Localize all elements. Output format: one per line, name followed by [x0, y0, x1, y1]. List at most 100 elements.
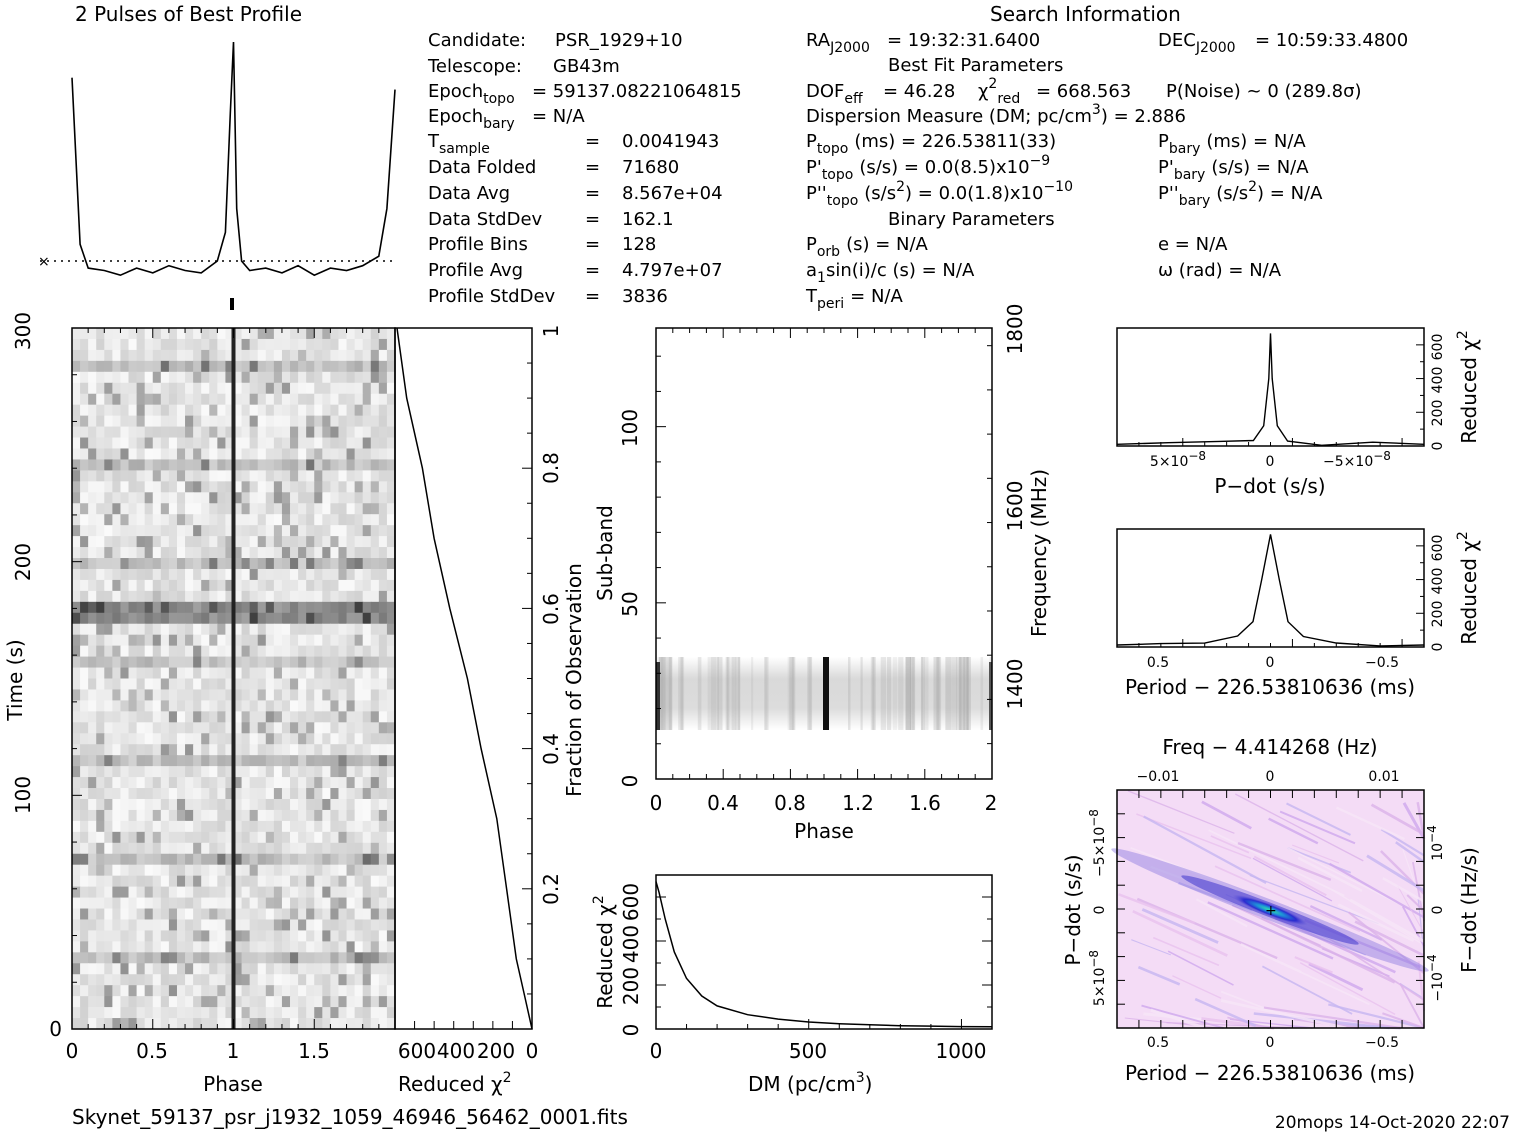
- time-phase-cell: [80, 547, 89, 559]
- time-phase-cell: [386, 415, 396, 428]
- time-phase-cell: [241, 634, 251, 647]
- time-phase-cell: [144, 404, 154, 417]
- time-phase-cell: [80, 1007, 89, 1019]
- map-streak: [1399, 983, 1425, 1029]
- time-phase-cell: [112, 875, 122, 888]
- time-phase-cell: [330, 930, 340, 942]
- time-phase-cell: [112, 667, 122, 680]
- time-phase-cell: [136, 985, 146, 997]
- time-phase-cell: [346, 338, 356, 351]
- time-phase-cell: [378, 601, 388, 614]
- time-phase-cell: [314, 689, 323, 701]
- time-phase-cell: [144, 678, 154, 691]
- phase2-tick-04: 0.4: [707, 791, 739, 815]
- time-phase-cell: [104, 985, 113, 997]
- time-phase-cell: [314, 809, 323, 822]
- time-phase-cell: [225, 755, 235, 767]
- time-phase-cell: [354, 974, 364, 986]
- time-phase-cell: [80, 820, 89, 833]
- time-phase-cell: [241, 678, 251, 691]
- time-phase-cell: [96, 908, 105, 921]
- time-phase-cell: [128, 766, 138, 778]
- time-phase-cell: [160, 393, 170, 406]
- time-phase-cell: [386, 612, 396, 625]
- time-phase-cell: [346, 536, 356, 548]
- time-phase-cell: [273, 371, 283, 384]
- time-phase-cell: [160, 481, 170, 493]
- time-phase-cell: [80, 360, 89, 373]
- time-phase-cell: [72, 470, 81, 482]
- time-phase-cell: [72, 930, 81, 942]
- time-phase-cell: [257, 623, 267, 636]
- subband-pulse-left: [656, 662, 660, 730]
- time-phase-cell: [209, 492, 218, 504]
- time-phase-cell: [80, 568, 89, 581]
- time-phase-cell: [265, 623, 275, 636]
- time-phase-cell: [290, 952, 299, 964]
- time-phase-cell: [386, 470, 396, 482]
- time-phase-cell: [241, 744, 251, 756]
- time-phase-cell: [201, 1007, 210, 1019]
- time-phase-cell: [338, 766, 348, 778]
- time-phase-cell: [370, 941, 380, 953]
- time-phase-cell: [346, 842, 356, 855]
- time-phase-pulse: [231, 328, 236, 1029]
- time-phase-cell: [176, 820, 186, 833]
- time-phase-cell: [330, 503, 340, 515]
- time-phase-cell: [225, 656, 235, 669]
- time-phase-cell: [257, 426, 267, 439]
- time-phase-cell: [249, 678, 259, 691]
- time-phase-cell: [273, 766, 283, 778]
- time-phase-cell: [217, 579, 227, 592]
- time-phase-cell: [120, 590, 130, 603]
- time-phase-cell: [80, 919, 89, 932]
- subband-stripes: [657, 657, 992, 730]
- time-phase-cell: [128, 678, 138, 691]
- time-phase-cell: [144, 415, 154, 428]
- time-phase-cell: [314, 722, 323, 734]
- time-phase-cell: [314, 919, 323, 932]
- time-phase-cell: [136, 547, 146, 559]
- time-phase-cell: [322, 974, 331, 986]
- time-phase-cell: [152, 809, 162, 822]
- time-phase-cell: [168, 645, 178, 658]
- time-phase-cell: [185, 437, 194, 450]
- time-phase-cell: [160, 711, 170, 723]
- time-phase-cell: [249, 634, 259, 647]
- time-phase-cell: [96, 382, 105, 395]
- map-streak: [1328, 862, 1425, 919]
- time-phase-cell: [144, 744, 154, 756]
- time-phase-cell: [314, 426, 323, 439]
- time-phase-cell: [112, 820, 122, 833]
- time-phase-cell: [241, 437, 251, 450]
- time-phase-cell: [346, 634, 356, 647]
- time-phase-cell: [225, 689, 235, 701]
- time-phase-cell: [273, 579, 283, 592]
- time-phase-cell: [370, 536, 380, 548]
- time-phase-cell: [257, 360, 267, 373]
- time-phase-cell: [330, 426, 340, 439]
- time-phase-cell: [354, 590, 364, 603]
- subband-stripe: [716, 657, 719, 730]
- time-phase-cell: [257, 536, 267, 548]
- time-phase-cell: [217, 875, 227, 888]
- time-phase-cell: [168, 853, 178, 866]
- time-phase-cell: [152, 371, 162, 384]
- time-phase-cell: [306, 974, 315, 986]
- time-phase-cell: [72, 788, 81, 800]
- time-phase-cell: [306, 448, 315, 461]
- time-phase-cell: [298, 700, 307, 712]
- time-phase-cell: [176, 733, 186, 745]
- subband-stripe: [808, 657, 812, 730]
- time-phase-cell: [225, 788, 235, 800]
- time-phase-cell: [370, 656, 380, 669]
- time-phase-cell: [209, 952, 218, 964]
- time-phase-cell: [225, 634, 235, 647]
- time-phase-cell: [346, 404, 356, 417]
- time-phase-cell: [370, 645, 380, 658]
- time-phase-cell: [257, 711, 267, 723]
- time-phase-cell: [168, 919, 178, 932]
- time-phase-cell: [152, 941, 162, 953]
- time-phase-cell: [290, 328, 299, 340]
- time-phase-cell: [298, 952, 307, 964]
